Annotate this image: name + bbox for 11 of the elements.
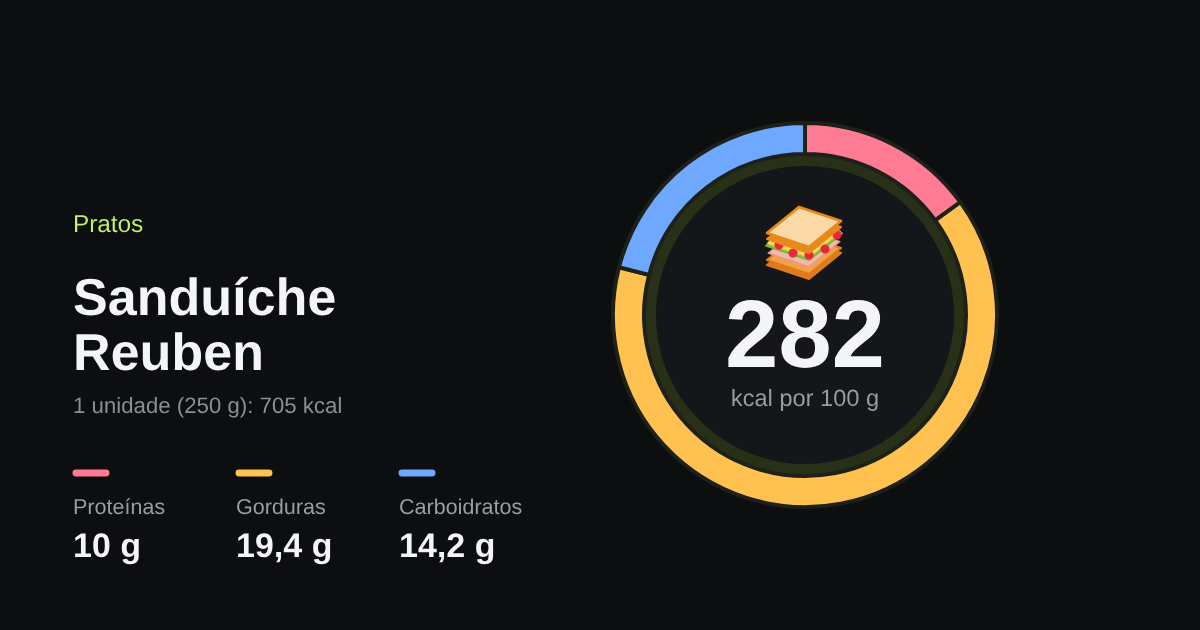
text: 10 g — [75, 533, 139, 565]
legend-label: Proteínas — [74, 498, 165, 515]
text: 14,2 g — [401, 533, 494, 565]
text: kcal por 100 g — [732, 388, 878, 411]
legend-label: Gorduras — [237, 498, 325, 515]
text: Sanduíche Reuben — [74, 276, 335, 371]
text: Pratos — [74, 215, 143, 233]
text: 1 unidade (250 g): 705 kcal — [74, 396, 341, 418]
legend-label: Carboidratos — [400, 498, 522, 515]
text: 19,4 g — [238, 533, 331, 565]
text: 282 — [728, 300, 882, 368]
